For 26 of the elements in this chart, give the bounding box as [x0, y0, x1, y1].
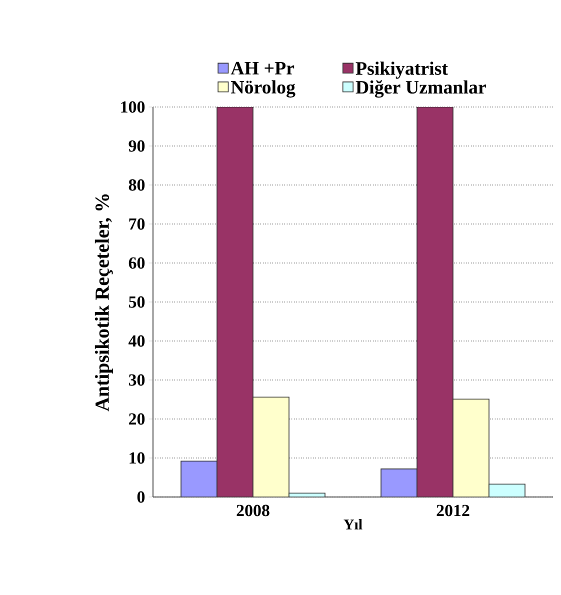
y-tick-label: 10	[130, 452, 145, 464]
y-tick-label: 80	[128, 179, 145, 191]
legend-label: Nörolog	[231, 80, 296, 98]
x-tick-label: 2008	[236, 504, 270, 516]
bar	[180, 460, 218, 497]
bar	[380, 468, 418, 497]
y-tick-label: 70	[129, 218, 145, 230]
y-tick-label: 90	[128, 140, 145, 152]
y-axis-title: Antipsikotik Reçeteler, %	[94, 194, 113, 412]
bar	[416, 106, 454, 497]
y-tick-label: 100	[121, 101, 145, 113]
legend-label: AH +Pr	[230, 62, 294, 74]
bar	[488, 484, 526, 497]
y-tick-label: 40	[128, 335, 145, 347]
x-axis-title: Yıl	[344, 519, 362, 530]
bar	[252, 396, 290, 497]
y-tick-label: 20	[129, 413, 145, 425]
y-tick-label: 30	[128, 374, 145, 386]
legend-label: Diğer Uzmanlar	[356, 80, 486, 98]
bar	[452, 398, 490, 497]
bar	[216, 106, 254, 497]
y-tick-label: 0	[137, 491, 145, 503]
x-tick-label: 2012	[436, 504, 470, 516]
y-tick-label: 60	[128, 257, 145, 269]
legend-label: Psikiyatrist	[356, 62, 448, 79]
y-tick-label: 50	[128, 296, 145, 308]
